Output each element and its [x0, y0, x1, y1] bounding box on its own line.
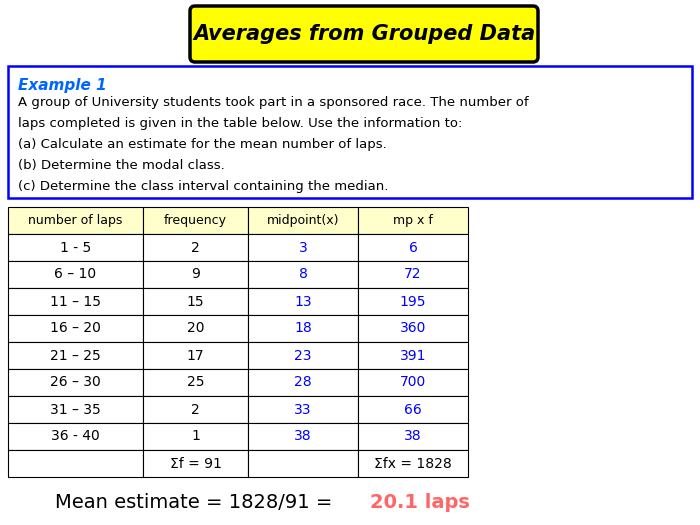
- Bar: [8, 450, 143, 477]
- Text: 3: 3: [299, 240, 307, 255]
- Text: Mean estimate = 1828/91 =: Mean estimate = 1828/91 =: [55, 494, 339, 512]
- Text: 195: 195: [400, 295, 426, 309]
- Bar: [248, 261, 358, 288]
- Bar: [8, 315, 143, 342]
- Bar: [8, 423, 143, 450]
- Text: laps completed is given in the table below. Use the information to:: laps completed is given in the table bel…: [18, 117, 463, 130]
- Bar: [358, 423, 468, 450]
- Text: 33: 33: [294, 403, 312, 416]
- Bar: [143, 450, 248, 477]
- Text: 38: 38: [404, 429, 422, 444]
- Bar: [143, 288, 248, 315]
- Bar: [248, 396, 358, 423]
- Bar: [8, 396, 143, 423]
- Text: 23: 23: [294, 349, 312, 362]
- Bar: [358, 234, 468, 261]
- Text: 31 – 35: 31 – 35: [50, 403, 101, 416]
- FancyBboxPatch shape: [190, 6, 538, 62]
- Text: 8: 8: [299, 268, 307, 281]
- Text: 700: 700: [400, 375, 426, 390]
- Bar: [358, 315, 468, 342]
- Bar: [8, 207, 143, 234]
- Bar: [358, 207, 468, 234]
- Text: 66: 66: [404, 403, 422, 416]
- Bar: [248, 315, 358, 342]
- Text: Averages from Grouped Data: Averages from Grouped Data: [193, 24, 535, 44]
- Text: frequency: frequency: [164, 214, 227, 227]
- Text: (c) Determine the class interval containing the median.: (c) Determine the class interval contain…: [18, 180, 388, 193]
- Text: Σf = 91: Σf = 91: [169, 457, 221, 470]
- Text: A group of University students took part in a sponsored race. The number of: A group of University students took part…: [18, 96, 528, 109]
- Text: 15: 15: [187, 295, 204, 309]
- Text: 25: 25: [187, 375, 204, 390]
- Text: 13: 13: [294, 295, 312, 309]
- Text: 9: 9: [191, 268, 200, 281]
- Text: number of laps: number of laps: [28, 214, 122, 227]
- Bar: [358, 450, 468, 477]
- Bar: [248, 234, 358, 261]
- Text: (a) Calculate an estimate for the mean number of laps.: (a) Calculate an estimate for the mean n…: [18, 138, 386, 151]
- Text: 1: 1: [191, 429, 200, 444]
- Bar: [248, 342, 358, 369]
- Text: 360: 360: [400, 321, 426, 335]
- Bar: [143, 342, 248, 369]
- Text: 1 - 5: 1 - 5: [60, 240, 91, 255]
- Bar: [8, 261, 143, 288]
- Text: 36 - 40: 36 - 40: [51, 429, 100, 444]
- Text: 21 – 25: 21 – 25: [50, 349, 101, 362]
- Text: mp x f: mp x f: [393, 214, 433, 227]
- Text: Σfx = 1828: Σfx = 1828: [374, 457, 452, 470]
- Bar: [143, 423, 248, 450]
- Bar: [358, 288, 468, 315]
- Bar: [248, 450, 358, 477]
- Text: midpoint(x): midpoint(x): [267, 214, 340, 227]
- Bar: [143, 396, 248, 423]
- Bar: [358, 261, 468, 288]
- Bar: [143, 369, 248, 396]
- Text: 26 – 30: 26 – 30: [50, 375, 101, 390]
- Text: (b) Determine the modal class.: (b) Determine the modal class.: [18, 159, 225, 172]
- Bar: [143, 315, 248, 342]
- Text: 72: 72: [405, 268, 421, 281]
- Bar: [143, 207, 248, 234]
- Bar: [248, 369, 358, 396]
- Text: 6 – 10: 6 – 10: [55, 268, 97, 281]
- Bar: [358, 369, 468, 396]
- Text: 20.1 laps: 20.1 laps: [370, 494, 470, 512]
- Text: 20: 20: [187, 321, 204, 335]
- Bar: [8, 369, 143, 396]
- Bar: [8, 342, 143, 369]
- Text: 38: 38: [294, 429, 312, 444]
- Text: 17: 17: [187, 349, 204, 362]
- Text: 2: 2: [191, 240, 200, 255]
- Text: 11 – 15: 11 – 15: [50, 295, 101, 309]
- Text: 391: 391: [400, 349, 426, 362]
- Bar: [358, 342, 468, 369]
- Text: 6: 6: [409, 240, 417, 255]
- Text: 2: 2: [191, 403, 200, 416]
- Text: 28: 28: [294, 375, 312, 390]
- Bar: [248, 423, 358, 450]
- Bar: [358, 396, 468, 423]
- Bar: [248, 207, 358, 234]
- Bar: [8, 288, 143, 315]
- Bar: [248, 288, 358, 315]
- Text: 16 – 20: 16 – 20: [50, 321, 101, 335]
- Bar: [143, 234, 248, 261]
- Bar: [143, 261, 248, 288]
- Text: 18: 18: [294, 321, 312, 335]
- Bar: [8, 234, 143, 261]
- FancyBboxPatch shape: [8, 66, 692, 198]
- Text: Example 1: Example 1: [18, 78, 106, 93]
